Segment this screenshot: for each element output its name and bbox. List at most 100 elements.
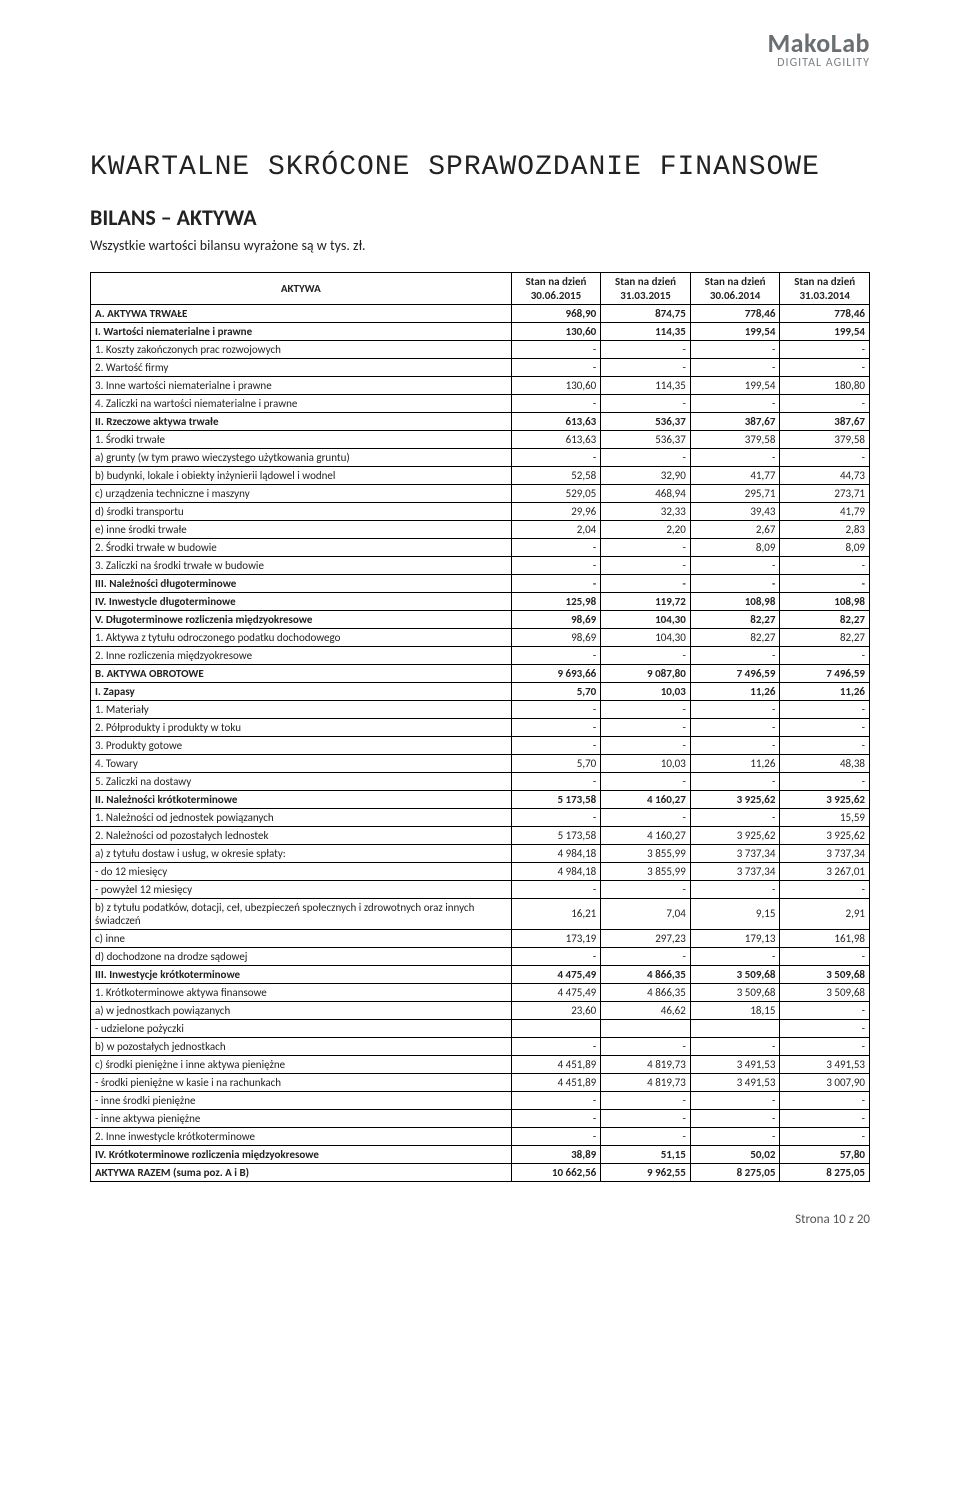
- row-value: 10 662,56: [511, 1163, 601, 1181]
- row-value: 38,89: [511, 1145, 601, 1163]
- row-value: 15,59: [780, 808, 870, 826]
- row-value: [690, 1019, 780, 1037]
- table-row: III. Należności długoterminowe----: [91, 574, 870, 592]
- row-value: 3 491,53: [690, 1055, 780, 1073]
- row-value: -: [511, 1127, 601, 1145]
- row-value: -: [511, 1109, 601, 1127]
- row-value: 57,80: [780, 1145, 870, 1163]
- row-value: 295,71: [690, 484, 780, 502]
- row-label: II. Rzeczowe aktywa trwałe: [91, 412, 512, 430]
- row-value: -: [780, 574, 870, 592]
- row-label: III. Inwestycje krótkoterminowe: [91, 965, 512, 983]
- row-value: 52,58: [511, 466, 601, 484]
- table-row: - środki pieniężne w kasie i na rachunka…: [91, 1073, 870, 1091]
- table-row: a) z tytułu dostaw i usług, w okresie sp…: [91, 844, 870, 862]
- row-value: -: [601, 340, 691, 358]
- row-label: a) grunty (w tym prawo wieczystego użytk…: [91, 448, 512, 466]
- row-value: -: [690, 880, 780, 898]
- table-row: IV. Krótkoterminowe rozliczenia międzyok…: [91, 1145, 870, 1163]
- row-value: 10,03: [601, 682, 691, 700]
- table-row: a) grunty (w tym prawo wieczystego użytk…: [91, 448, 870, 466]
- row-value: -: [780, 718, 870, 736]
- row-value: -: [780, 1127, 870, 1145]
- col-header-2: Stan na dzień30.06.2014: [690, 273, 780, 304]
- row-value: -: [690, 358, 780, 376]
- row-label: 1. Koszty zakończonych prac rozwojowych: [91, 340, 512, 358]
- row-value: -: [511, 646, 601, 664]
- row-value: 9 962,55: [601, 1163, 691, 1181]
- row-value: 4 984,18: [511, 862, 601, 880]
- row-value: -: [690, 808, 780, 826]
- row-value: -: [780, 1001, 870, 1019]
- row-value: 199,54: [780, 322, 870, 340]
- row-value: 297,23: [601, 929, 691, 947]
- row-value: -: [690, 574, 780, 592]
- row-value: -: [601, 556, 691, 574]
- row-value: 8,09: [690, 538, 780, 556]
- row-value: -: [511, 947, 601, 965]
- row-value: -: [780, 1019, 870, 1037]
- row-label: 3. Zaliczki na środki trwałe w budowie: [91, 556, 512, 574]
- row-value: -: [511, 1037, 601, 1055]
- row-value: -: [690, 700, 780, 718]
- row-value: 179,13: [690, 929, 780, 947]
- row-label: - środki pieniężne w kasie i na rachunka…: [91, 1073, 512, 1091]
- row-value: 613,63: [511, 430, 601, 448]
- col-header-3: Stan na dzień31.03.2014: [780, 273, 870, 304]
- table-row: I. Wartości niematerialne i prawne130,60…: [91, 322, 870, 340]
- table-row: a) w jednostkach powiązanych23,6046,6218…: [91, 1001, 870, 1019]
- row-value: -: [511, 808, 601, 826]
- row-value: -: [690, 1091, 780, 1109]
- row-value: 50,02: [690, 1145, 780, 1163]
- row-value: 104,30: [601, 628, 691, 646]
- table-row: 2. Środki trwałe w budowie--8,098,09: [91, 538, 870, 556]
- row-value: -: [780, 1037, 870, 1055]
- row-value: 32,90: [601, 466, 691, 484]
- row-value: -: [780, 1109, 870, 1127]
- row-value: -: [690, 718, 780, 736]
- col-header-1: Stan na dzień31.03.2015: [601, 273, 691, 304]
- row-value: 41,79: [780, 502, 870, 520]
- row-label: a) w jednostkach powiązanych: [91, 1001, 512, 1019]
- row-value: -: [601, 1127, 691, 1145]
- row-label: b) w pozostałych jednostkach: [91, 1037, 512, 1055]
- row-value: 2,83: [780, 520, 870, 538]
- row-value: 529,05: [511, 484, 601, 502]
- row-label: 2. Należności od pozostałych lednostek: [91, 826, 512, 844]
- row-value: 4 475,49: [511, 983, 601, 1001]
- row-label: 5. Zaliczki na dostawy: [91, 772, 512, 790]
- row-value: -: [511, 394, 601, 412]
- row-value: -: [511, 880, 601, 898]
- row-value: [511, 1019, 601, 1037]
- row-value: 16,21: [511, 898, 601, 929]
- row-value: -: [511, 574, 601, 592]
- table-row: c) środki pieniężne i inne aktywa pienię…: [91, 1055, 870, 1073]
- row-value: 11,26: [690, 754, 780, 772]
- table-row: 3. Zaliczki na środki trwałe w budowie--…: [91, 556, 870, 574]
- row-value: 4 451,89: [511, 1073, 601, 1091]
- col-header-0: Stan na dzień30.06.2015: [511, 273, 601, 304]
- row-value: 108,98: [690, 592, 780, 610]
- row-value: 4 819,73: [601, 1073, 691, 1091]
- brand-logo: MakoLab DIGITAL AGILITY: [767, 30, 870, 70]
- table-row: 4. Zaliczki na wartości niematerialne i …: [91, 394, 870, 412]
- row-value: 2,04: [511, 520, 601, 538]
- row-value: 9 087,80: [601, 664, 691, 682]
- row-label: d) dochodzone na drodze sądowej: [91, 947, 512, 965]
- table-row: II. Rzeczowe aktywa trwałe613,63536,3738…: [91, 412, 870, 430]
- row-label: - inne aktywa pieniężne: [91, 1109, 512, 1127]
- row-label: 2. Inne inwestycle krótkoterminowe: [91, 1127, 512, 1145]
- table-row: IV. Inwestycle długoterminowe125,98119,7…: [91, 592, 870, 610]
- row-value: 82,27: [780, 610, 870, 628]
- row-value: -: [780, 947, 870, 965]
- table-row: - inne aktywa pieniężne----: [91, 1109, 870, 1127]
- row-value: 41,77: [690, 466, 780, 484]
- row-value: -: [511, 358, 601, 376]
- row-value: 3 007,90: [780, 1073, 870, 1091]
- row-value: 104,30: [601, 610, 691, 628]
- table-row: 1. Krótkoterminowe aktywa finansowe4 475…: [91, 983, 870, 1001]
- table-row: - do 12 miesięcy4 984,183 855,993 737,34…: [91, 862, 870, 880]
- row-value: 3 925,62: [690, 826, 780, 844]
- row-value: -: [601, 358, 691, 376]
- row-value: -: [690, 394, 780, 412]
